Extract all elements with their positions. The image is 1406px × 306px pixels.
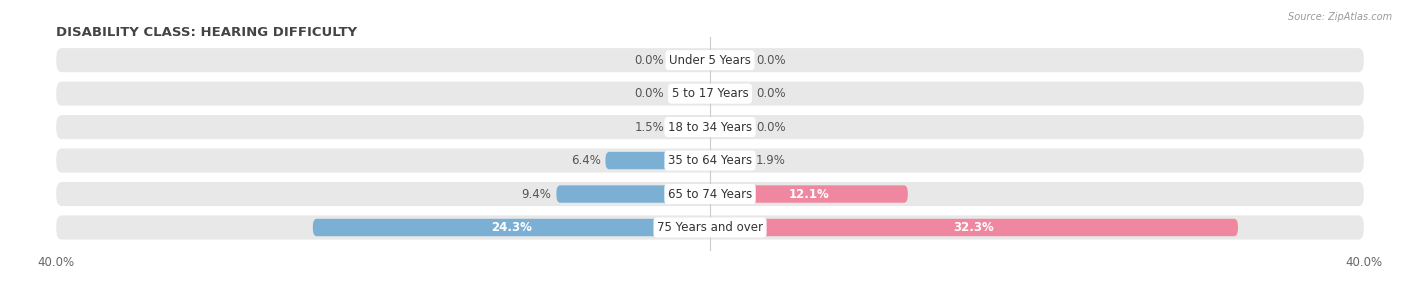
- Text: 65 to 74 Years: 65 to 74 Years: [668, 188, 752, 200]
- Text: 12.1%: 12.1%: [789, 188, 830, 200]
- Text: 1.5%: 1.5%: [634, 121, 664, 134]
- FancyBboxPatch shape: [710, 219, 1237, 236]
- FancyBboxPatch shape: [56, 148, 1364, 173]
- Text: DISABILITY CLASS: HEARING DIFFICULTY: DISABILITY CLASS: HEARING DIFFICULTY: [56, 26, 357, 39]
- FancyBboxPatch shape: [669, 85, 710, 102]
- FancyBboxPatch shape: [669, 51, 710, 69]
- FancyBboxPatch shape: [710, 85, 751, 102]
- Text: 0.0%: 0.0%: [756, 87, 786, 100]
- FancyBboxPatch shape: [56, 115, 1364, 139]
- Text: 35 to 64 Years: 35 to 64 Years: [668, 154, 752, 167]
- Text: 0.0%: 0.0%: [756, 54, 786, 67]
- Text: 0.0%: 0.0%: [756, 121, 786, 134]
- Text: Source: ZipAtlas.com: Source: ZipAtlas.com: [1288, 12, 1392, 22]
- FancyBboxPatch shape: [669, 118, 710, 136]
- Text: 0.0%: 0.0%: [634, 87, 664, 100]
- Text: 1.9%: 1.9%: [756, 154, 786, 167]
- FancyBboxPatch shape: [56, 48, 1364, 72]
- FancyBboxPatch shape: [710, 185, 908, 203]
- Text: 9.4%: 9.4%: [522, 188, 551, 200]
- FancyBboxPatch shape: [314, 219, 710, 236]
- FancyBboxPatch shape: [710, 152, 751, 169]
- Text: 32.3%: 32.3%: [953, 221, 994, 234]
- FancyBboxPatch shape: [606, 152, 710, 169]
- FancyBboxPatch shape: [56, 82, 1364, 106]
- Text: 6.4%: 6.4%: [571, 154, 600, 167]
- FancyBboxPatch shape: [56, 215, 1364, 240]
- FancyBboxPatch shape: [56, 182, 1364, 206]
- Text: 24.3%: 24.3%: [491, 221, 531, 234]
- Text: 0.0%: 0.0%: [634, 54, 664, 67]
- Text: 18 to 34 Years: 18 to 34 Years: [668, 121, 752, 134]
- Text: 5 to 17 Years: 5 to 17 Years: [672, 87, 748, 100]
- FancyBboxPatch shape: [710, 118, 751, 136]
- Text: 75 Years and over: 75 Years and over: [657, 221, 763, 234]
- FancyBboxPatch shape: [710, 51, 751, 69]
- Text: Under 5 Years: Under 5 Years: [669, 54, 751, 67]
- FancyBboxPatch shape: [557, 185, 710, 203]
